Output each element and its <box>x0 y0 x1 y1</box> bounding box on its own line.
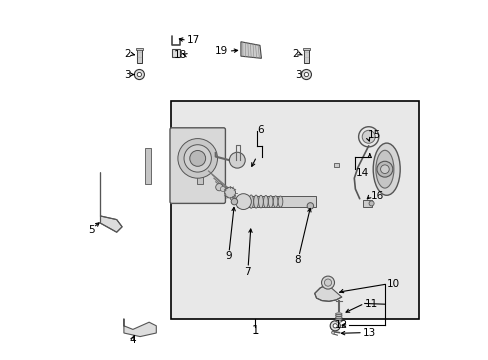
Circle shape <box>220 186 225 192</box>
Text: 2: 2 <box>123 49 130 59</box>
Text: 1: 1 <box>251 324 259 337</box>
Text: 12: 12 <box>334 320 347 330</box>
Circle shape <box>331 331 334 334</box>
Text: 6: 6 <box>257 125 264 135</box>
Bar <box>170 101 418 319</box>
Ellipse shape <box>258 195 263 208</box>
Text: 17: 17 <box>186 35 200 45</box>
FancyBboxPatch shape <box>170 128 225 203</box>
Circle shape <box>362 130 374 143</box>
Ellipse shape <box>335 313 342 315</box>
Circle shape <box>380 165 388 174</box>
Ellipse shape <box>268 196 272 207</box>
Circle shape <box>183 145 211 172</box>
Polygon shape <box>241 42 261 58</box>
Bar <box>237 196 316 207</box>
Text: 18: 18 <box>173 50 186 60</box>
Text: 9: 9 <box>224 251 231 261</box>
Circle shape <box>304 72 308 77</box>
Text: 16: 16 <box>370 191 384 201</box>
Text: 14: 14 <box>355 168 368 178</box>
Ellipse shape <box>335 320 342 322</box>
Text: 3: 3 <box>294 69 301 80</box>
Text: 11: 11 <box>365 299 378 309</box>
Circle shape <box>329 321 340 331</box>
Circle shape <box>215 184 223 191</box>
Polygon shape <box>123 319 156 337</box>
Circle shape <box>324 279 331 286</box>
Circle shape <box>235 194 251 210</box>
Text: 8: 8 <box>294 255 301 265</box>
Text: 10: 10 <box>386 279 399 289</box>
Circle shape <box>301 69 311 80</box>
Ellipse shape <box>335 318 342 320</box>
Circle shape <box>178 139 217 178</box>
Text: 3: 3 <box>123 69 130 80</box>
Circle shape <box>321 276 334 289</box>
Polygon shape <box>101 173 122 232</box>
Circle shape <box>368 201 373 206</box>
Text: 19: 19 <box>215 46 228 56</box>
Ellipse shape <box>372 143 399 195</box>
Bar <box>362 200 371 207</box>
Bar <box>304 49 308 63</box>
Ellipse shape <box>273 196 277 207</box>
Text: 2: 2 <box>292 49 299 59</box>
Text: 4: 4 <box>129 335 136 345</box>
Ellipse shape <box>335 316 342 319</box>
Text: 15: 15 <box>367 130 380 140</box>
Polygon shape <box>314 284 341 301</box>
Ellipse shape <box>244 195 248 208</box>
Bar <box>144 148 151 184</box>
Text: 5: 5 <box>88 225 95 235</box>
Circle shape <box>189 150 205 166</box>
Ellipse shape <box>375 150 393 188</box>
Ellipse shape <box>263 195 267 208</box>
Bar <box>137 49 142 63</box>
Circle shape <box>306 203 313 209</box>
Circle shape <box>332 324 337 328</box>
Bar <box>171 49 179 57</box>
Bar <box>196 148 203 184</box>
Circle shape <box>231 198 237 205</box>
Bar <box>303 48 309 50</box>
Circle shape <box>137 72 141 77</box>
Ellipse shape <box>278 196 282 207</box>
Ellipse shape <box>248 195 253 208</box>
Circle shape <box>229 152 244 168</box>
Circle shape <box>376 161 392 177</box>
Circle shape <box>224 187 235 198</box>
Bar <box>334 163 338 167</box>
Ellipse shape <box>253 195 258 208</box>
Text: 7: 7 <box>243 267 250 277</box>
Ellipse shape <box>335 315 342 317</box>
Circle shape <box>134 69 144 80</box>
Text: 13: 13 <box>363 328 376 338</box>
Bar <box>136 48 142 50</box>
